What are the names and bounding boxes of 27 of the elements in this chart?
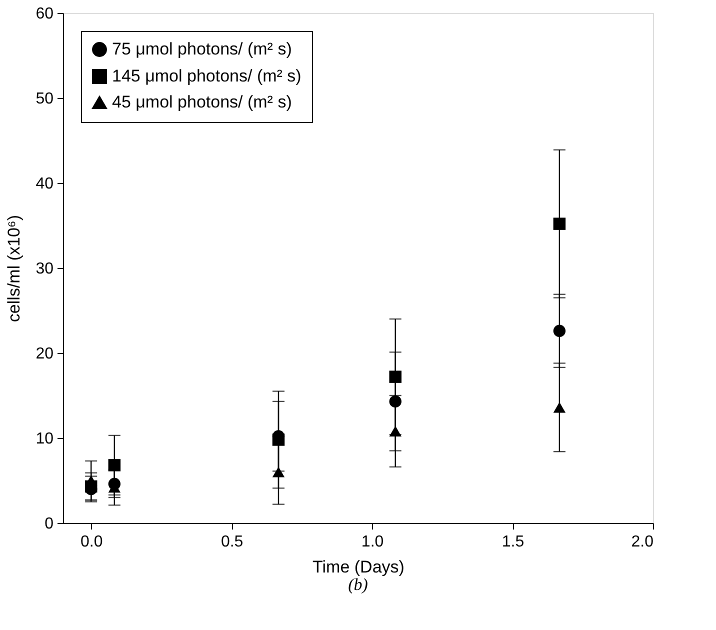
point [272,466,285,478]
x-tick-label: 1.0 [361,534,384,550]
point [389,395,402,408]
point [553,402,566,413]
x-tick-label: 0.5 [220,534,244,550]
point [553,324,566,338]
legend-label: 75 μmol photons/ (m² s) [112,40,292,58]
point [389,426,402,437]
x-axis-title: Time (Days) [312,558,404,576]
x-tick-label: 0.0 [80,534,103,550]
x-tick-label: 2.0 [631,534,654,550]
y-tick-label: 30 [36,260,54,278]
y-axis-title: cells/ml (x10⁶) [4,214,24,322]
point [553,218,566,230]
y-tick-label: 0 [44,516,54,532]
point [389,370,402,383]
y-tick-label: 50 [36,90,54,108]
x-tick-label: 1.5 [502,534,524,550]
legend-label: 45 μmol photons/ (m² s) [112,92,292,112]
y-tick-label: 60 [36,6,54,22]
y-tick-label: 10 [36,430,54,448]
point [108,478,121,490]
text: (b) [348,575,368,594]
point [108,459,121,472]
y-tick-label: 40 [36,176,54,192]
y-tick-label: 20 [36,346,54,362]
legend-label: 145 μmol photons/ (m² s) [112,66,302,86]
